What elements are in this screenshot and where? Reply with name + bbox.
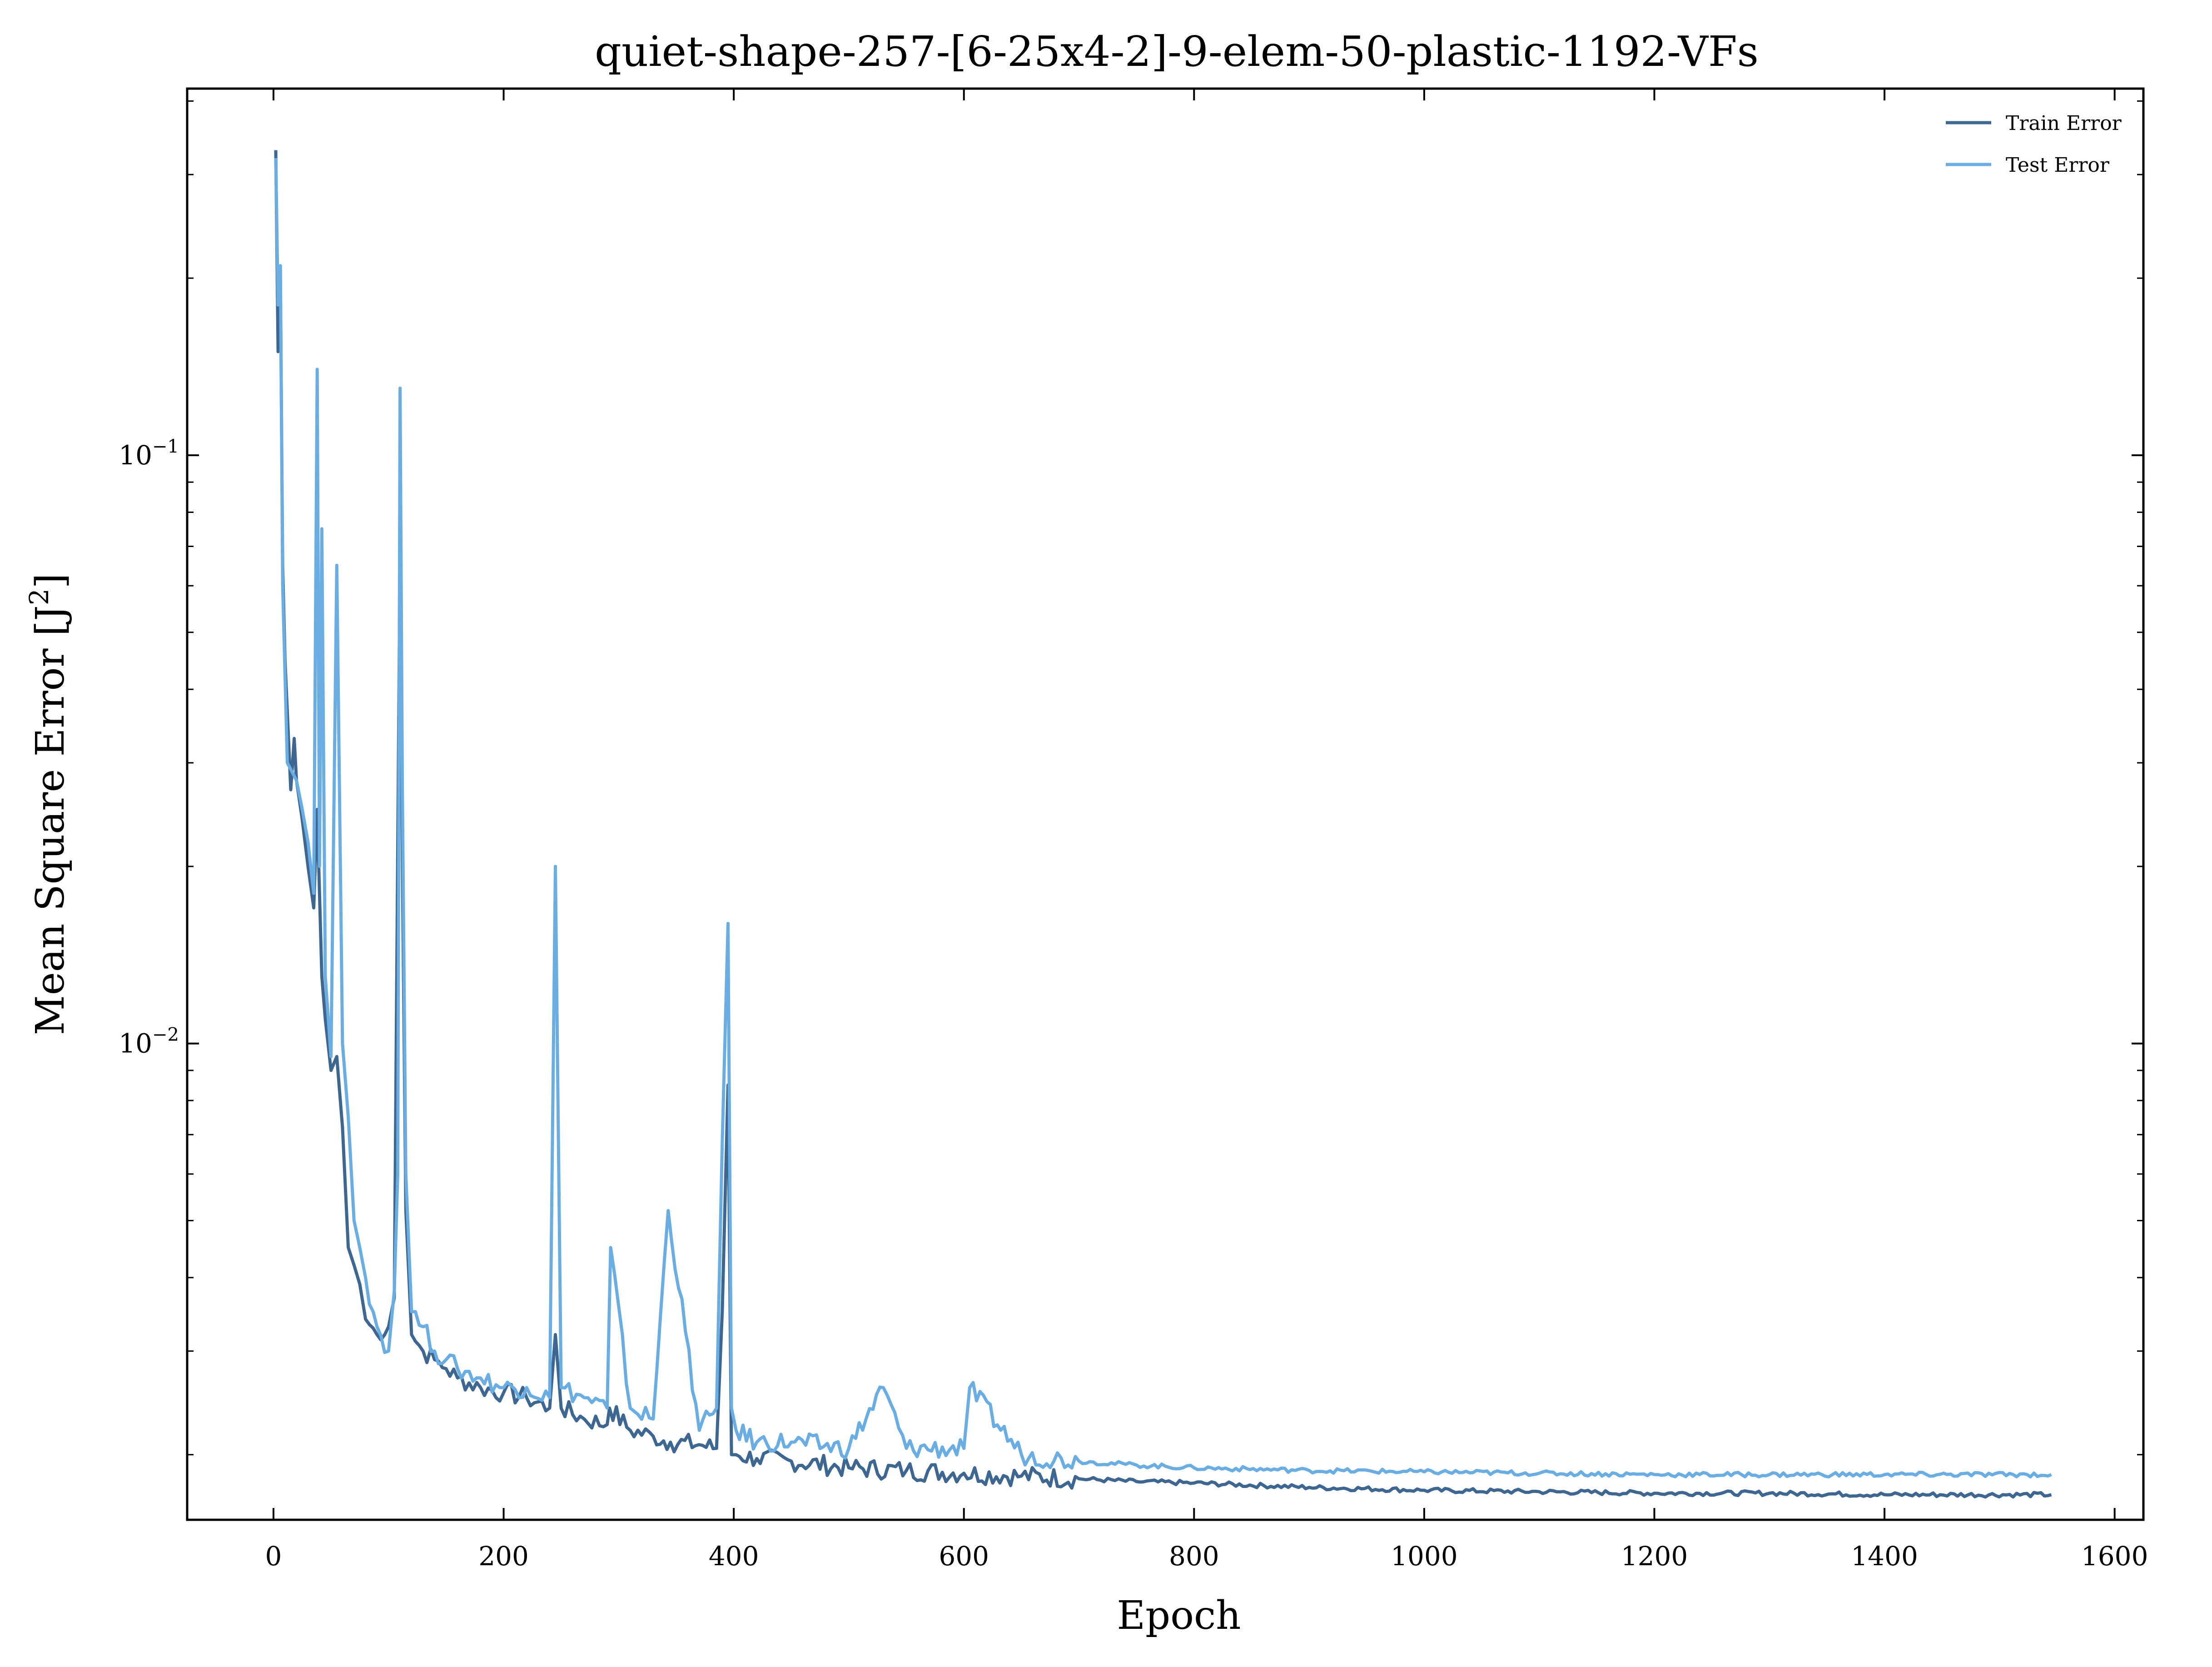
x-axis-label: Epoch xyxy=(1117,1593,1241,1638)
series-line-train xyxy=(274,150,2052,1499)
y-tick-label-base: 10 xyxy=(119,440,152,471)
x-tick-label: 600 xyxy=(939,1541,989,1572)
x-tick-label: 1000 xyxy=(1391,1541,1458,1572)
y-axis-label-close: ] xyxy=(28,573,73,589)
plot-area xyxy=(186,87,2145,1521)
x-tick-label: 1400 xyxy=(1851,1541,1918,1572)
plot-frame xyxy=(186,87,2145,1521)
legend-label-test: Test Error xyxy=(2006,154,2110,177)
chart-title: quiet-shape-257-[6-25x4-2]-9-elem-50-pla… xyxy=(595,27,1759,76)
x-tick-label: 1200 xyxy=(1621,1541,1688,1572)
y-axis: 10−110−2 xyxy=(119,100,2143,1456)
y-axis-label-sup: 2 xyxy=(24,588,55,605)
legend: Train Error Test Error xyxy=(1946,112,2122,177)
series-layer xyxy=(274,150,2052,1499)
y-tick-label-base: 10 xyxy=(119,1028,152,1059)
y-axis-label-text: Mean Square Error [J xyxy=(28,605,73,1035)
y-tick-label-exponent: −2 xyxy=(152,1025,179,1045)
x-tick-label: 0 xyxy=(265,1541,282,1572)
y-axis-label: Mean Square Error [J2] xyxy=(24,573,73,1035)
x-axis: 0 200 400 600 800 1000 1200 1400 1600 xyxy=(265,89,2148,1572)
x-tick-label: 400 xyxy=(709,1541,759,1572)
series-line-test xyxy=(274,158,2052,1479)
y-tick-label: 10−1 xyxy=(119,436,179,471)
y-tick-label: 10−2 xyxy=(119,1025,179,1059)
y-tick-label-exponent: −1 xyxy=(152,436,179,457)
x-tick-label: 800 xyxy=(1169,1541,1219,1572)
legend-label-train: Train Error xyxy=(2006,112,2122,135)
x-tick-label: 1600 xyxy=(2081,1541,2148,1572)
x-tick-label: 200 xyxy=(478,1541,529,1572)
